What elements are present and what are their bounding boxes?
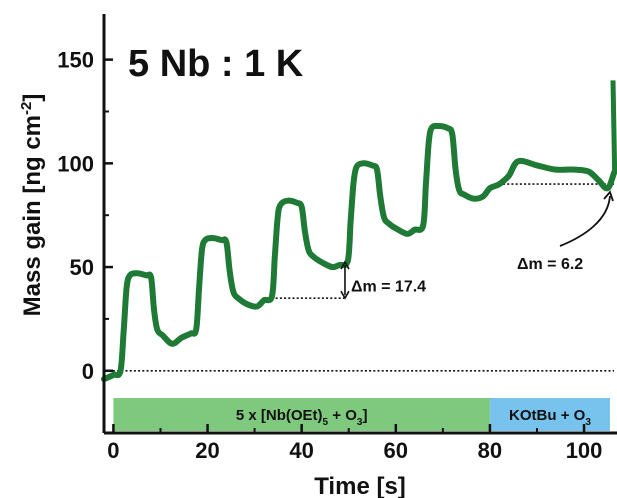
annotations: Δm = 17.4 Δm = 6.2 <box>340 190 614 300</box>
phase-label-mid: + O <box>328 407 357 424</box>
delta-arrow-head-up-1 <box>340 260 350 270</box>
delta-arrow-head-down-1 <box>340 290 350 300</box>
axes: 0 50 100 150 0 20 40 60 80 100 <box>57 14 617 463</box>
phase-label-0: 5 x [Nb(OEt)5 + O3] <box>236 407 368 428</box>
phase-label-sub2: 3 <box>357 417 363 428</box>
series-layer <box>101 80 617 383</box>
y-tick-label-3: 150 <box>57 48 94 73</box>
y-axis-title-main: Mass gain [ng cm <box>19 115 46 316</box>
series-line-0 <box>101 122 617 383</box>
delta-pointer-head-2 <box>603 190 614 202</box>
y-tick-label-1: 50 <box>70 255 94 280</box>
delta-label-1: Δm = 17.4 <box>351 279 426 296</box>
y-axis-title-sup: -2 <box>18 102 35 115</box>
phase-bands: 5 x [Nb(OEt)5 + O3] KOtBu + O3 <box>113 398 610 431</box>
chart-title: 5 Nb : 1 K <box>128 43 304 85</box>
phase-label-main: 5 x [Nb(OEt) <box>236 407 323 424</box>
y-axis-title: Mass gain [ng cm-2] <box>18 94 46 317</box>
x-tick-label-5: 100 <box>566 438 603 463</box>
phase-label-end: ] <box>362 407 367 424</box>
x-axis-title: Time [s] <box>314 473 406 498</box>
x-tick-label-4: 80 <box>478 438 502 463</box>
phase-label-sub: 5 <box>323 417 329 428</box>
y-axis-title-close: ] <box>19 94 46 102</box>
y-tick-label-2: 100 <box>57 151 94 176</box>
reference-lines <box>108 183 614 372</box>
phase-label-sub: 3 <box>585 417 591 428</box>
phase-label-1: KOtBu + O3 <box>509 407 591 428</box>
series-line-tail <box>610 80 617 172</box>
delta-label-2: Δm = 6.2 <box>517 256 583 273</box>
x-tick-label-1: 20 <box>195 438 219 463</box>
phase-label-main: KOtBu + O <box>509 407 586 424</box>
delta-pointer-2 <box>559 195 611 247</box>
y-tick-label-0: 0 <box>82 359 94 384</box>
x-tick-label-3: 60 <box>384 438 408 463</box>
phase-band-1 <box>489 398 610 431</box>
x-tick-label-0: 0 <box>107 438 119 463</box>
x-tick-label-2: 40 <box>289 438 313 463</box>
